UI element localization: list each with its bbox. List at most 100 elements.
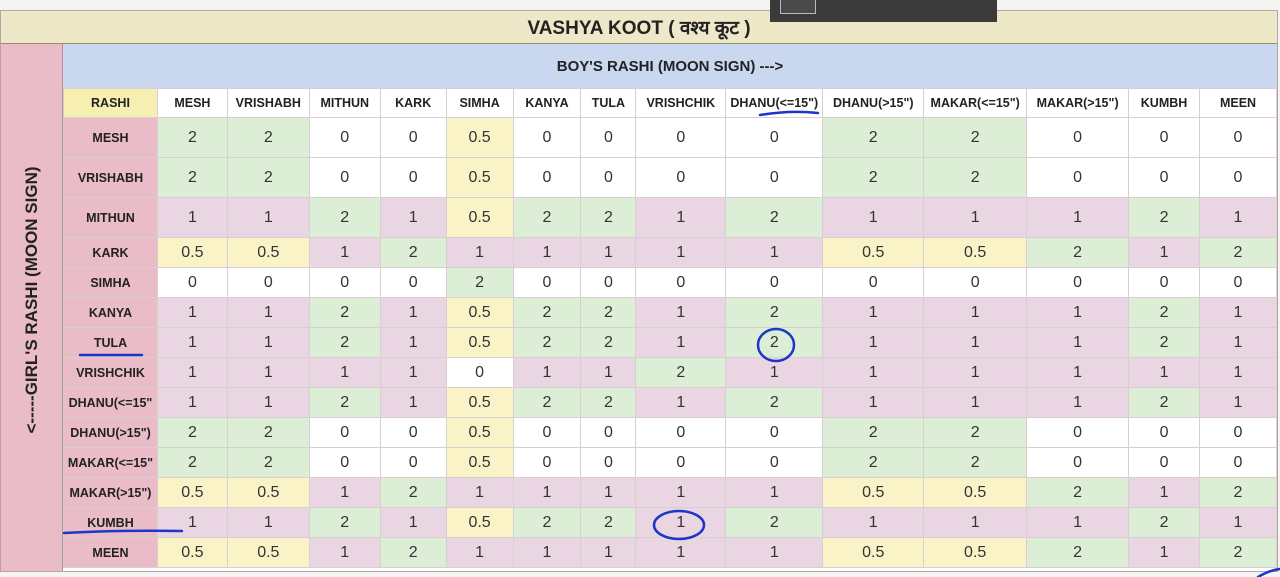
table-row: VRISHCHIK 1 1 1 1 0 1 1 2 1 1 1 1 1 1 <box>63 357 1277 388</box>
score-cell: 2 <box>1199 537 1277 568</box>
score-cell: 1 <box>1026 387 1130 418</box>
score-cell: 1 <box>1026 327 1130 358</box>
table-row: MAKAR(<=15" 2 2 0 0 0.5 0 0 0 0 2 2 0 0 0 <box>63 447 1277 478</box>
score-cell: 0.5 <box>156 237 228 268</box>
score-cell: 0 <box>308 267 381 298</box>
row-header-mesh: MESH <box>63 117 158 158</box>
score-cell: 0 <box>1199 267 1277 298</box>
score-cell: 0.5 <box>923 237 1028 268</box>
table-row: DHANU(<=15" 1 1 2 1 0.5 2 2 1 2 1 1 1 2 1 <box>63 387 1277 418</box>
score-cell: 1 <box>1199 357 1277 388</box>
score-cell: 0.5 <box>822 477 925 508</box>
rashi-corner-label: RASHI <box>63 88 158 118</box>
score-cell: 1 <box>725 237 824 268</box>
score-cell: 0.5 <box>156 477 228 508</box>
score-cell: 1 <box>1026 297 1130 328</box>
table-row: MESH 2 2 0 0 0.5 0 0 0 0 2 2 0 0 0 <box>63 117 1277 158</box>
row-header-tula: TULA <box>63 327 158 358</box>
row-header-vrishabh: VRISHABH <box>63 157 158 198</box>
score-cell: 1 <box>923 327 1028 358</box>
col-header-kumbh: KUMBH <box>1128 88 1201 118</box>
score-cell: 0 <box>512 117 582 158</box>
score-cell: 1 <box>1026 357 1130 388</box>
score-cell: 1 <box>379 357 447 388</box>
score-cell: 1 <box>923 297 1028 328</box>
score-cell: 0 <box>512 417 582 448</box>
score-cell: 2 <box>1128 387 1201 418</box>
score-cell: 0 <box>379 267 447 298</box>
row-header-makar-15: MAKAR(>15") <box>63 477 158 508</box>
score-cell: 0.5 <box>822 237 925 268</box>
score-cell: 0.5 <box>445 447 514 478</box>
score-cell: 1 <box>156 357 228 388</box>
score-cell: 0 <box>226 267 310 298</box>
score-cell: 0 <box>635 157 727 198</box>
score-cell: 0.5 <box>923 477 1028 508</box>
score-cell: 0 <box>512 447 582 478</box>
score-cell: 0.5 <box>445 297 514 328</box>
score-cell: 1 <box>512 477 582 508</box>
score-cell: 0 <box>512 157 582 198</box>
row-header-kark: KARK <box>63 237 158 268</box>
score-cell: 1 <box>923 357 1028 388</box>
score-cell: 0 <box>580 267 637 298</box>
score-cell: 1 <box>635 327 727 358</box>
score-cell: 0.5 <box>445 197 514 238</box>
score-cell: 2 <box>1128 197 1201 238</box>
row-header-kumbh: KUMBH <box>63 507 158 538</box>
score-cell: 0 <box>379 117 447 158</box>
score-cell: 0.5 <box>923 537 1028 568</box>
score-cell: 1 <box>445 537 514 568</box>
col-header-dhanu-15: DHANU(>15") <box>822 88 925 118</box>
score-cell: 2 <box>580 197 637 238</box>
score-cell: 1 <box>512 537 582 568</box>
score-cell: 2 <box>822 447 925 478</box>
score-cell: 1 <box>1128 537 1201 568</box>
col-header-tula: TULA <box>580 88 637 118</box>
girl-rashi-axis: <-----GIRL'S RASHI (MOON SIGN) <box>1 44 63 571</box>
score-cell: 1 <box>923 387 1028 418</box>
score-cell: 1 <box>156 387 228 418</box>
score-cell: 1 <box>445 237 514 268</box>
score-cell: 1 <box>923 507 1028 538</box>
col-header-vrishchik: VRISHCHIK <box>635 88 727 118</box>
score-cell: 2 <box>156 157 228 198</box>
score-cell: 2 <box>635 357 727 388</box>
col-header-mesh: MESH <box>156 88 228 118</box>
col-header-meen: MEEN <box>1199 88 1277 118</box>
score-cell: 0.5 <box>445 157 514 198</box>
score-cell: 1 <box>226 297 310 328</box>
score-cell: 1 <box>822 327 925 358</box>
score-cell: 0 <box>635 417 727 448</box>
score-cell: 0 <box>512 267 582 298</box>
girl-rashi-label: <-----GIRL'S RASHI (MOON SIGN) <box>22 166 41 434</box>
score-cell: 0 <box>1199 117 1277 158</box>
table-row: DHANU(>15") 2 2 0 0 0.5 0 0 0 0 2 2 0 0 0 <box>63 417 1277 448</box>
score-cell: 2 <box>308 197 381 238</box>
score-cell: 2 <box>308 297 381 328</box>
score-cell: 0.5 <box>445 417 514 448</box>
score-cell: 1 <box>308 477 381 508</box>
score-cell: 0 <box>445 357 514 388</box>
score-cell: 1 <box>1199 197 1277 238</box>
score-cell: 2 <box>725 387 824 418</box>
table-row: MITHUN 1 1 2 1 0.5 2 2 1 2 1 1 1 2 1 <box>63 197 1277 238</box>
score-cell: 2 <box>580 297 637 328</box>
score-cell: 1 <box>156 197 228 238</box>
score-cell: 1 <box>725 477 824 508</box>
row-header-mithun: MITHUN <box>63 197 158 238</box>
boy-rashi-header: BOY'S RASHI (MOON SIGN) ---> <box>63 44 1277 89</box>
row-header-meen: MEEN <box>63 537 158 568</box>
score-cell: 1 <box>822 507 925 538</box>
score-cell: 1 <box>1199 387 1277 418</box>
col-header-mithun: MITHUN <box>308 88 381 118</box>
overlay-square-icon <box>780 0 816 14</box>
row-header-vrishchik: VRISHCHIK <box>63 357 158 388</box>
score-cell: 1 <box>156 327 228 358</box>
score-cell: 2 <box>1128 327 1201 358</box>
score-cell: 0 <box>379 157 447 198</box>
score-cell: 0.5 <box>822 537 925 568</box>
table-row: SIMHA 0 0 0 0 2 0 0 0 0 0 0 0 0 0 <box>63 267 1277 298</box>
score-cell: 2 <box>226 447 310 478</box>
score-cell: 2 <box>512 387 582 418</box>
